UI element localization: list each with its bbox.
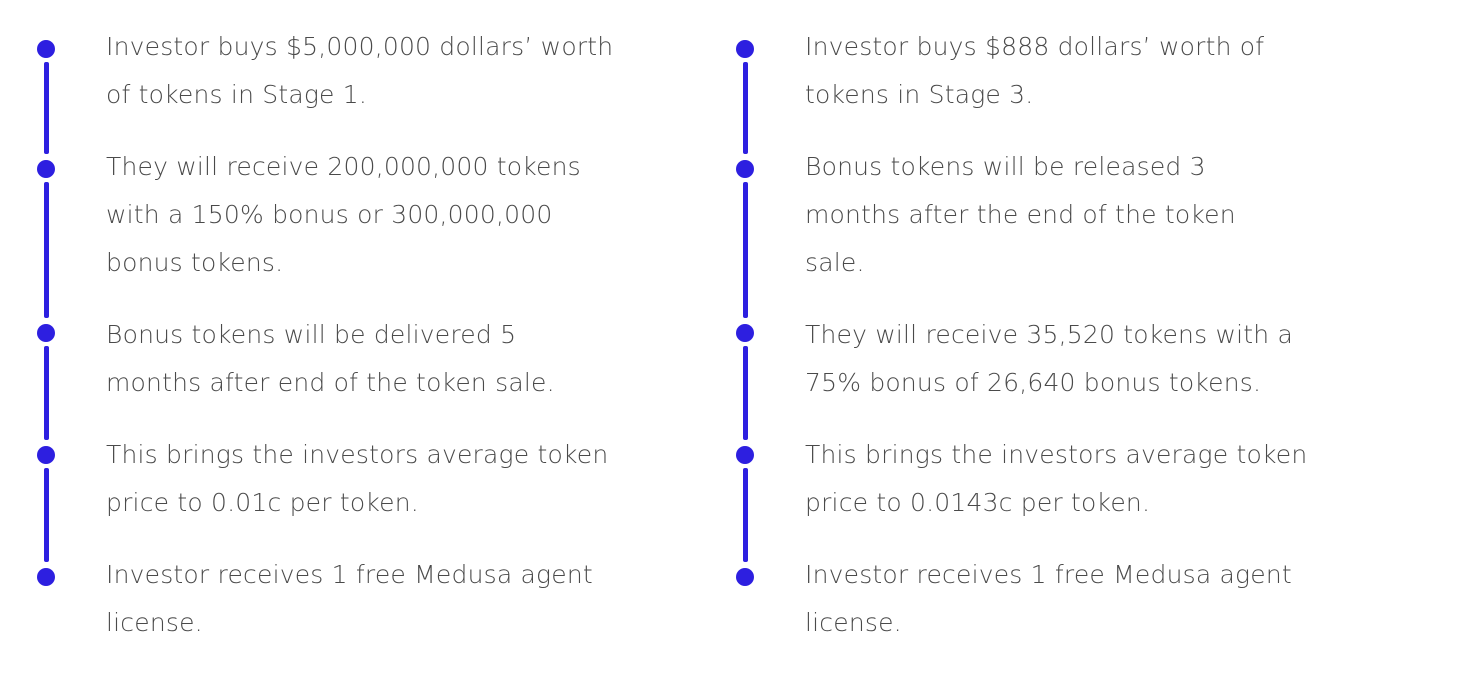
timeline-item-line: with a 150% bonus or 300,000,000 [106, 200, 553, 229]
timeline-item-line: They will receive 35,520 tokens with a [805, 320, 1293, 349]
timeline-dot [37, 40, 55, 58]
timeline-item: Investor receives 1 free Medusa agent li… [106, 551, 636, 647]
timeline-dot [37, 568, 55, 586]
connector-line [743, 62, 748, 154]
timeline-item: This brings the investors average token … [106, 431, 636, 527]
timeline-dot [736, 160, 754, 178]
connector-line [44, 62, 49, 154]
timeline-item: They will receive 35,520 tokens with a 7… [805, 311, 1335, 407]
timeline-item: Investor receives 1 free Medusa agent li… [805, 551, 1335, 647]
timeline-dot [736, 446, 754, 464]
timeline-item-line: This brings the investors average token [805, 440, 1308, 469]
timeline-item-line: Investor buys $888 dollars’ worth of [805, 32, 1265, 61]
timeline-item-line: months after end of the token sale. [106, 368, 555, 397]
timeline-item-line: license. [106, 608, 203, 637]
timeline-item: They will receive 200,000,000 tokens wit… [106, 143, 636, 287]
connector-line [44, 346, 49, 440]
timeline-item-line: Investor buys $5,000,000 dollars’ worth [106, 32, 614, 61]
timeline-dot [736, 324, 754, 342]
timeline-item-line: This brings the investors average token [106, 440, 609, 469]
timeline-item-line: Bonus tokens will be delivered 5 [106, 320, 517, 349]
timeline-item-line: Investor receives 1 free Medusa agent [805, 560, 1292, 589]
timeline-dot [37, 446, 55, 464]
timeline-item: Investor buys $5,000,000 dollars’ worth … [106, 23, 636, 119]
timeline-item-line: Investor receives 1 free Medusa agent [106, 560, 593, 589]
timeline-item: Investor buys $888 dollars’ worth of tok… [805, 23, 1335, 119]
timeline-item-line: license. [805, 608, 902, 637]
connector-line [743, 468, 748, 562]
timeline-item: Bonus tokens will be released 3 months a… [805, 143, 1335, 287]
connector-line [743, 182, 748, 318]
timeline-item-line: months after the end of the token [805, 200, 1236, 229]
timeline-item-line: Bonus tokens will be released 3 [805, 152, 1206, 181]
timeline-item-line: bonus tokens. [106, 248, 284, 277]
connector-line [44, 468, 49, 562]
timeline-item: This brings the investors average token … [805, 431, 1335, 527]
timeline-item-line: price to 0.01c per token. [106, 488, 419, 517]
timeline-dot [736, 40, 754, 58]
timeline-item-line: price to 0.0143c per token. [805, 488, 1151, 517]
timeline-dot [37, 160, 55, 178]
timeline-item-line: sale. [805, 248, 865, 277]
timeline-item-line: 75% bonus of 26,640 bonus tokens. [805, 368, 1262, 397]
connector-line [743, 346, 748, 440]
timeline-item-line: tokens in Stage 3. [805, 80, 1034, 109]
timeline-item-line: of tokens in Stage 1. [106, 80, 368, 109]
timeline-dot [37, 324, 55, 342]
timeline-item: Bonus tokens will be delivered 5 months … [106, 311, 636, 407]
timeline-dot [736, 568, 754, 586]
connector-line [44, 182, 49, 318]
timeline-item-line: They will receive 200,000,000 tokens [106, 152, 581, 181]
